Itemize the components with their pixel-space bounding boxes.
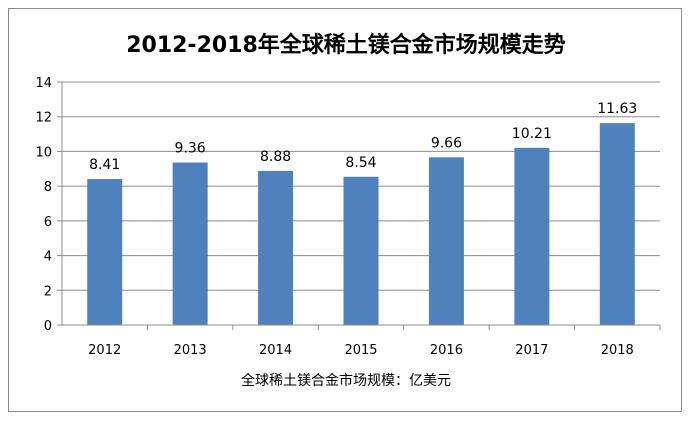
x-tick-label: 2014 (259, 343, 292, 358)
x-tick-label: 2017 (515, 343, 548, 358)
x-tick-label: 2012 (88, 343, 121, 358)
bar-2014 (258, 170, 294, 325)
y-tick-label: 6 (44, 215, 52, 230)
x-tick-label: 2018 (601, 343, 634, 358)
gridlines (62, 81, 660, 291)
x-tick-label: 2016 (430, 343, 463, 358)
data-label-2017: 10.21 (512, 126, 552, 142)
bars (87, 123, 635, 325)
data-label-2012: 8.41 (89, 157, 120, 173)
chart-title: 2012-2018年全球稀土镁合金市场规模走势 (126, 32, 566, 58)
x-axis-label: 全球稀土镁合金市场规模：亿美元 (241, 372, 451, 389)
y-axis-ticks: 0 2 4 6 8 10 12 14 (35, 76, 62, 334)
data-label-2014: 8.88 (260, 149, 291, 165)
bar-2017 (514, 147, 550, 325)
bar-2018 (599, 123, 635, 325)
y-tick-label: 4 (44, 250, 52, 265)
data-label-2015: 8.54 (345, 155, 376, 171)
bar-2012 (87, 179, 123, 325)
bar-2016 (428, 157, 464, 325)
x-tick-label: 2013 (174, 343, 207, 358)
y-tick-label: 2 (44, 284, 52, 299)
data-label-2013: 9.36 (175, 141, 206, 157)
bar-2015 (343, 176, 379, 325)
x-axis-ticks: 2012 2013 2014 2015 2016 2017 2018 (88, 325, 661, 358)
bar-2013 (172, 162, 208, 325)
y-tick-label: 14 (35, 76, 52, 91)
y-tick-label: 8 (44, 180, 52, 195)
x-tick-label: 2015 (344, 343, 377, 358)
y-tick-label: 12 (35, 111, 52, 126)
y-tick-label: 0 (44, 319, 52, 334)
data-label-2018: 11.63 (597, 101, 637, 117)
data-label-2016: 9.66 (431, 135, 462, 151)
y-tick-label: 10 (35, 145, 52, 160)
data-labels: 8.41 9.36 8.88 8.54 9.66 10.21 11.63 (89, 101, 637, 173)
